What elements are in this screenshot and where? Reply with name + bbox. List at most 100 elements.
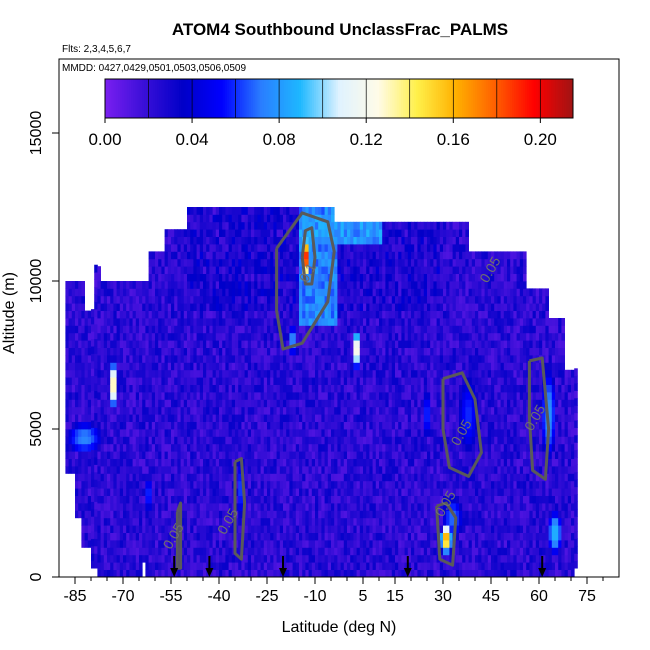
heat-cell xyxy=(244,214,249,223)
heat-cell xyxy=(334,362,338,371)
heat-cell xyxy=(276,229,281,237)
heat-cell xyxy=(263,288,268,297)
heat-cell xyxy=(404,436,409,445)
heat-cell xyxy=(369,221,373,230)
heat-cell xyxy=(126,429,130,437)
heat-cell xyxy=(164,288,169,297)
heat-cell xyxy=(75,503,79,511)
heat-cell xyxy=(375,266,380,274)
heat-cell xyxy=(187,303,191,311)
heat-cell xyxy=(327,244,332,252)
heat-cell xyxy=(161,443,165,452)
heat-cell xyxy=(139,525,143,533)
heat-cell xyxy=(263,503,268,511)
heat-cell xyxy=(388,295,393,304)
heat-cell xyxy=(97,547,101,556)
heat-cell xyxy=(135,480,140,489)
heat-cell xyxy=(311,414,316,422)
heat-cell xyxy=(167,495,172,504)
heat-cell xyxy=(183,517,188,526)
heat-cell xyxy=(87,369,92,378)
heat-cell xyxy=(84,414,89,422)
heat-cell xyxy=(129,562,133,570)
heat-cell xyxy=(279,436,284,445)
heat-cell xyxy=(158,488,162,496)
heat-cell xyxy=(167,318,172,326)
heat-cell xyxy=(375,318,380,326)
heat-cell xyxy=(164,236,169,245)
heat-cell xyxy=(337,510,341,519)
heat-cell xyxy=(228,207,233,215)
heat-cell xyxy=(116,429,121,437)
heat-cell xyxy=(318,244,322,252)
heat-cell xyxy=(270,229,274,237)
heat-cell xyxy=(276,436,281,445)
heat-cell xyxy=(126,414,130,422)
heat-cell xyxy=(334,377,338,385)
heat-cell xyxy=(267,384,271,393)
heat-cell xyxy=(251,540,255,548)
heat-cell xyxy=(340,236,345,245)
heat-cell xyxy=(260,517,265,526)
heat-cell xyxy=(222,421,226,430)
heat-cell xyxy=(334,547,338,556)
heat-cell xyxy=(295,310,300,319)
heat-cell xyxy=(183,406,188,415)
heat-cell xyxy=(353,244,357,252)
heat-cell xyxy=(385,421,389,430)
heat-cell xyxy=(119,429,124,437)
heat-cell xyxy=(347,466,351,474)
heat-cell xyxy=(331,443,335,452)
heat-cell xyxy=(123,429,127,437)
heat-cell xyxy=(391,310,396,319)
heat-cell xyxy=(347,547,351,556)
heat-cell xyxy=(283,325,287,334)
heat-cell xyxy=(65,325,69,334)
heat-cell xyxy=(254,281,258,289)
heat-cell xyxy=(295,384,300,393)
heat-cell xyxy=(113,510,117,519)
heat-cell xyxy=(148,503,153,511)
heat-cell xyxy=(81,458,85,467)
heat-cell xyxy=(353,436,357,445)
heat-cell xyxy=(190,281,194,289)
heat-cell xyxy=(334,221,338,230)
heat-cell xyxy=(241,266,245,274)
heat-cell xyxy=(212,214,217,223)
heat-cell xyxy=(215,517,220,526)
heat-cell xyxy=(379,258,383,267)
heat-cell xyxy=(84,377,89,385)
heat-cell xyxy=(158,384,162,393)
heat-cell xyxy=(356,399,361,408)
heat-cell xyxy=(315,554,319,563)
heat-cell xyxy=(190,517,194,526)
heat-cell xyxy=(247,399,252,408)
heat-cell xyxy=(145,547,149,556)
heat-cell xyxy=(161,355,165,363)
heat-cell xyxy=(235,214,239,223)
heat-cell xyxy=(103,392,108,400)
heat-cell xyxy=(212,355,217,363)
heat-cell xyxy=(398,569,402,577)
heat-cell xyxy=(75,436,79,445)
heat-cell xyxy=(407,488,412,496)
heat-cell xyxy=(267,466,271,474)
heat-cell xyxy=(359,414,364,422)
heat-cell xyxy=(116,347,121,356)
heat-cell xyxy=(78,318,82,326)
heat-cell xyxy=(94,360,98,369)
heat-cell xyxy=(247,495,252,504)
heat-cell xyxy=(382,244,386,252)
heat-cell xyxy=(276,466,281,474)
heat-cell xyxy=(126,406,130,415)
heat-cell xyxy=(382,236,386,245)
heat-cell xyxy=(222,451,226,459)
heat-cell xyxy=(107,399,111,408)
heat-cell xyxy=(347,406,351,415)
heat-cell xyxy=(215,355,220,363)
heat-cell xyxy=(254,510,258,519)
heat-cell xyxy=(395,332,399,341)
heat-cell xyxy=(222,251,226,260)
heat-cell xyxy=(254,525,258,533)
heat-cell xyxy=(347,288,351,297)
